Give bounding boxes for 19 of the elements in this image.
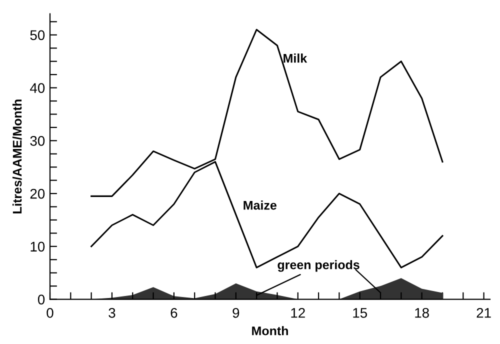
y-tick-label: 0 xyxy=(38,294,45,304)
y-axis-title: Litres/AAME/Month xyxy=(12,100,22,214)
y-tick-label: 20 xyxy=(30,188,45,199)
y-tick-label: 10 xyxy=(30,242,45,252)
x-tick-label: 18 xyxy=(415,308,429,318)
y-tick-label: 30 xyxy=(30,136,45,146)
series-label: Milk xyxy=(284,54,308,63)
x-tick-label: 0 xyxy=(46,308,54,318)
series-label: green periods xyxy=(278,260,360,272)
x-tick-label: 9 xyxy=(232,308,240,318)
series-label: Maize xyxy=(244,200,276,210)
y-tick-label: 40 xyxy=(30,83,45,93)
x-axis-title: Month xyxy=(252,326,288,336)
x-tick-label: 6 xyxy=(170,308,178,318)
x-tick-label: 15 xyxy=(353,308,367,318)
x-tick-label: 21 xyxy=(476,308,491,318)
x-tick-label: 12 xyxy=(291,308,305,318)
x-tick-label: 3 xyxy=(108,308,116,318)
y-tick-label: 50 xyxy=(30,30,45,40)
